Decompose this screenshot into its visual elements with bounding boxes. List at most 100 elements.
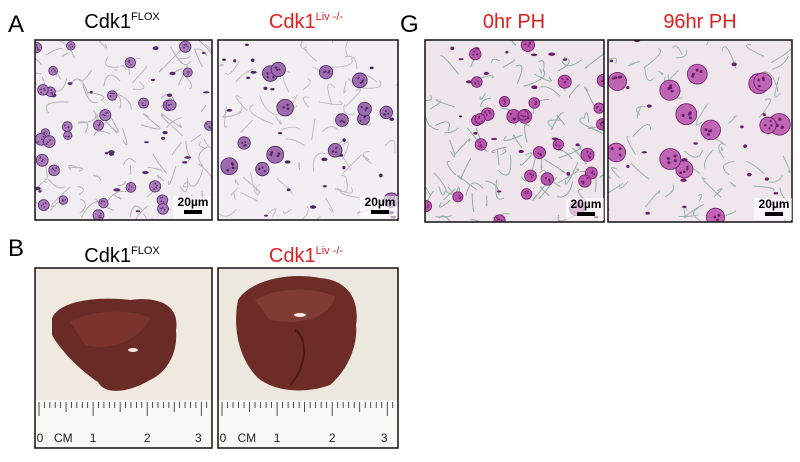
chromatin [504,101,507,103]
cell-membrane [384,139,396,153]
chromatin [68,45,70,47]
nucleus [469,47,482,61]
cell-membrane [543,158,566,174]
small-nucleus [104,151,109,155]
chromatin [65,135,67,138]
chromatin [687,112,691,116]
nucleus [608,142,626,163]
cell-membrane [713,188,723,198]
chromatin [244,144,247,146]
chromatin [272,76,275,79]
chromatin [170,103,172,106]
small-nucleus [740,125,744,129]
cell-membrane [132,65,148,84]
small-nucleus [150,78,155,82]
cell-membrane [198,146,208,167]
ruler-label: CM [54,431,73,445]
chromatin [276,68,279,71]
cell-membrane [643,48,662,69]
small-nucleus [182,161,188,164]
chromatin [156,184,158,187]
chromatin [670,89,674,93]
cell-membrane [515,64,523,84]
chromatin [666,156,670,161]
nucleus [266,145,285,164]
cell-membrane [61,52,68,57]
chromatin [472,53,474,56]
scale-bar-label: 20µm [759,197,790,211]
cell-membrane [636,105,642,119]
chromatin [270,151,274,154]
small-nucleus [184,156,192,159]
chromatin [263,170,266,173]
ruler-label: 0 [37,431,44,445]
chromatin [459,197,461,199]
nucleus [327,142,343,158]
small-nucleus [142,170,149,175]
cell-membrane [485,180,500,195]
cell-membrane [444,127,459,134]
small-nucleus [277,132,283,135]
cell-membrane [97,40,108,49]
cell-membrane [302,77,311,91]
chromatin [144,104,146,107]
chromatin [340,119,343,122]
small-nucleus [379,173,383,178]
cell-membrane [112,193,122,200]
image-title: Cdk1Liv -/- [269,245,344,267]
frame [424,39,605,223]
chromatin [104,114,106,117]
chromatin [524,192,527,195]
cell-membrane [331,57,353,68]
cell-membrane [556,114,566,126]
cell-membrane [664,184,675,198]
cell-membrane [491,146,507,154]
cell-membrane [599,131,604,135]
small-nucleus [35,186,41,191]
chromatin [266,72,269,75]
cell-membrane [160,112,183,128]
cell-membrane [177,55,191,60]
small-nucleus [682,205,687,209]
panel-label: G [400,11,419,38]
cell-membrane [361,79,382,89]
nucleus [352,72,368,89]
cell-membrane [327,83,336,106]
cell-membrane [684,149,704,158]
chromatin [54,70,56,72]
chromatin [706,132,710,136]
cell-membrane [538,68,543,74]
small-nucleus [518,149,524,154]
chromatin [586,177,589,179]
cell-membrane [82,83,98,104]
cell-membrane [204,44,212,55]
small-nucleus [342,138,346,142]
small-nucleus [680,178,687,182]
nucleus [63,130,73,140]
cell-membrane [556,181,574,198]
small-nucleus [531,53,538,57]
nucleus [157,203,169,215]
cell-membrane [492,213,510,219]
small-nucleus [310,205,317,209]
chromatin [770,124,773,127]
cell-membrane [672,45,683,56]
small-nucleus [321,157,328,162]
cell-membrane [79,69,93,82]
chromatin [39,156,42,159]
chromatin [768,127,771,130]
chromatin [758,84,761,88]
cell-membrane [469,219,480,222]
chromatin [188,71,191,73]
cell-membrane [331,40,334,44]
nucleus [528,97,541,109]
chromatin [591,170,594,172]
chromatin [614,76,618,79]
cell-membrane [435,121,450,132]
chromatin [713,215,717,219]
small-nucleus [458,58,464,61]
cell-membrane [611,166,621,179]
cell-membrane [745,161,765,175]
chromatin [359,81,362,85]
chromatin [544,177,547,179]
